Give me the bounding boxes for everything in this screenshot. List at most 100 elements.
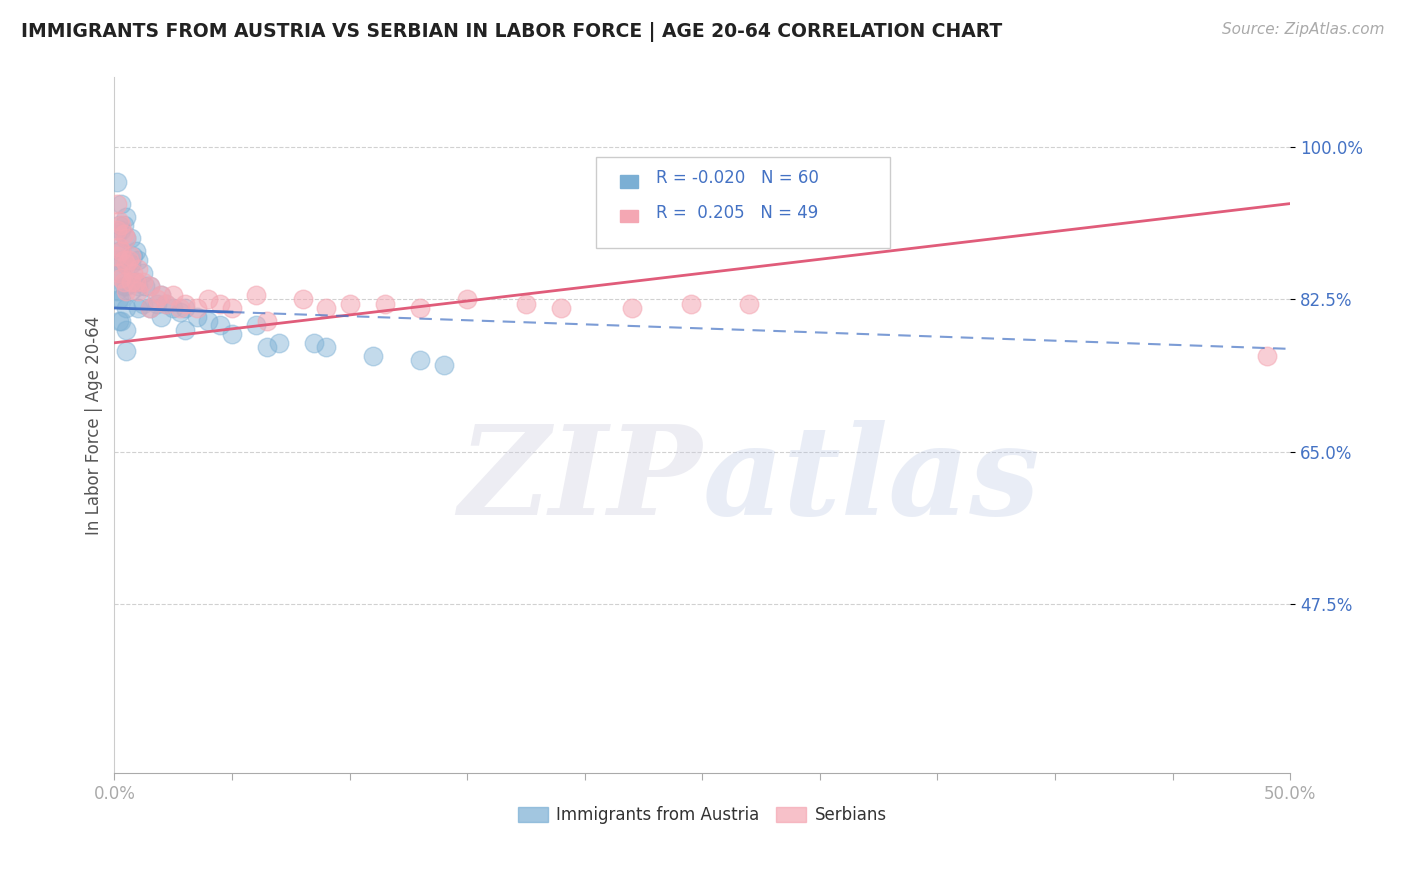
Point	[456, 293, 478, 307]
Point	[304, 335, 326, 350]
Point	[409, 353, 432, 368]
Point	[315, 301, 337, 315]
Point	[105, 175, 128, 189]
Point	[131, 266, 153, 280]
Point	[115, 210, 138, 224]
Point	[105, 284, 128, 298]
Point	[115, 258, 138, 272]
Point	[738, 296, 761, 310]
Point	[679, 296, 702, 310]
Point	[1256, 349, 1278, 363]
Point	[124, 244, 146, 259]
Point	[105, 227, 128, 241]
Point	[162, 288, 184, 302]
Point	[117, 253, 139, 268]
Point	[105, 196, 128, 211]
Point	[186, 310, 208, 324]
Point	[110, 196, 132, 211]
Point	[108, 293, 131, 307]
Point	[174, 296, 197, 310]
Point	[105, 253, 128, 268]
Point	[112, 279, 135, 293]
Point	[174, 323, 197, 337]
Point	[110, 244, 132, 259]
Point	[108, 219, 131, 233]
Point	[110, 266, 132, 280]
Point	[127, 253, 149, 268]
Point	[138, 279, 160, 293]
Point	[120, 275, 142, 289]
Point	[209, 296, 232, 310]
Point	[120, 284, 142, 298]
Point	[221, 327, 243, 342]
Point	[155, 296, 177, 310]
Text: R = -0.020   N = 60: R = -0.020 N = 60	[655, 169, 818, 187]
Point	[374, 296, 396, 310]
Point	[138, 301, 160, 315]
Point	[155, 296, 177, 310]
Point	[115, 284, 138, 298]
Point	[108, 240, 131, 254]
Point	[120, 231, 142, 245]
Point	[110, 219, 132, 233]
Point	[112, 227, 135, 241]
Point	[127, 261, 149, 276]
Point	[110, 270, 132, 285]
Point	[150, 288, 173, 302]
Point	[245, 288, 267, 302]
Point	[115, 301, 138, 315]
Point	[115, 231, 138, 245]
Point	[221, 301, 243, 315]
Point	[256, 314, 278, 328]
Point	[174, 301, 197, 315]
Point	[409, 301, 432, 315]
Point	[120, 249, 142, 263]
Point	[110, 222, 132, 236]
Point	[169, 301, 191, 315]
Point	[108, 214, 131, 228]
Point	[162, 301, 184, 315]
Text: Source: ZipAtlas.com: Source: ZipAtlas.com	[1222, 22, 1385, 37]
Point	[186, 301, 208, 315]
Point	[150, 310, 173, 324]
Text: R =  0.205   N = 49: R = 0.205 N = 49	[655, 204, 818, 222]
Point	[122, 275, 145, 289]
Point	[620, 301, 643, 315]
Point	[361, 349, 384, 363]
Point	[169, 305, 191, 319]
Point	[138, 301, 160, 315]
Point	[197, 314, 219, 328]
Text: IMMIGRANTS FROM AUSTRIA VS SERBIAN IN LABOR FORCE | AGE 20-64 CORRELATION CHART: IMMIGRANTS FROM AUSTRIA VS SERBIAN IN LA…	[21, 22, 1002, 42]
Point	[120, 258, 142, 272]
Point	[134, 279, 156, 293]
Point	[515, 296, 537, 310]
Point	[124, 275, 146, 289]
Point	[110, 244, 132, 259]
Point	[315, 340, 337, 354]
Text: atlas: atlas	[702, 420, 1040, 541]
Point	[145, 293, 167, 307]
Y-axis label: In Labor Force | Age 20-64: In Labor Force | Age 20-64	[86, 316, 103, 535]
Point	[108, 266, 131, 280]
Point	[105, 249, 128, 263]
Point	[267, 335, 290, 350]
Point	[112, 253, 135, 268]
Point	[245, 318, 267, 333]
Point	[122, 249, 145, 263]
Point	[108, 314, 131, 328]
FancyBboxPatch shape	[620, 176, 638, 187]
Point	[127, 279, 149, 293]
Point	[105, 222, 128, 236]
Point	[122, 266, 145, 280]
Point	[256, 340, 278, 354]
Point	[115, 323, 138, 337]
Point	[197, 293, 219, 307]
Point	[115, 344, 138, 359]
Point	[150, 288, 173, 302]
Point	[108, 244, 131, 259]
Point	[110, 314, 132, 328]
Point	[433, 358, 456, 372]
Point	[127, 301, 149, 315]
Legend: Immigrants from Austria, Serbians: Immigrants from Austria, Serbians	[517, 806, 887, 824]
Point	[112, 219, 135, 233]
